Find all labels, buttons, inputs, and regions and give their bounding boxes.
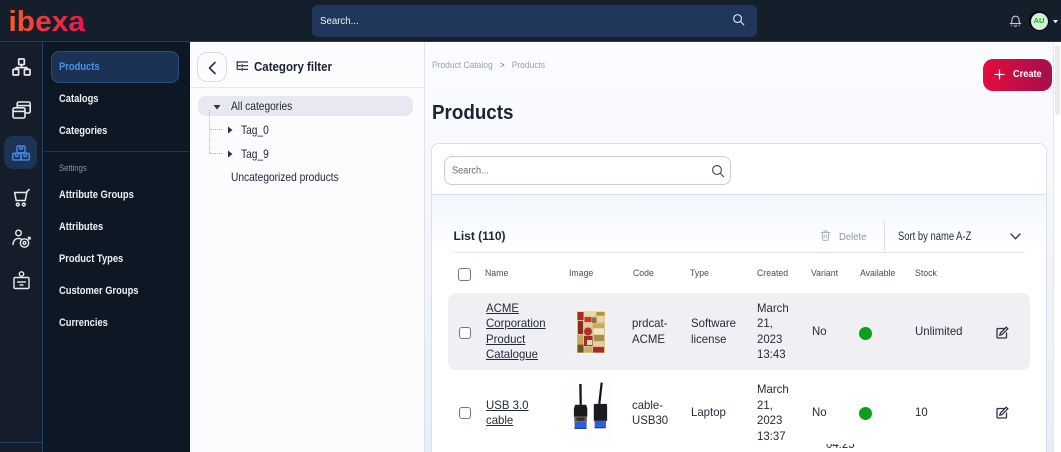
svg-text:ibexa: ibexa xyxy=(9,6,86,34)
